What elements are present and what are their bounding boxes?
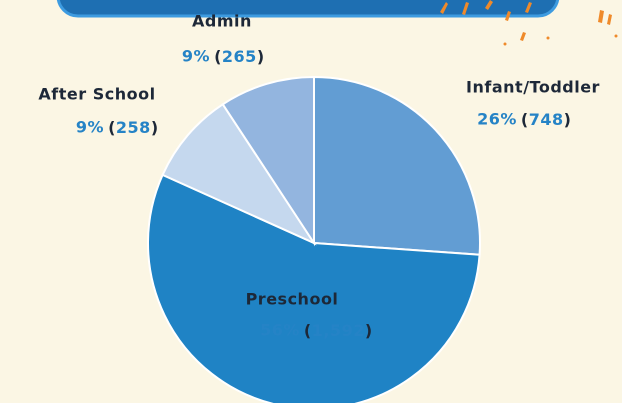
percent-label: 56% xyxy=(260,321,300,340)
value-label-char: 6 xyxy=(234,47,246,66)
value-label-char: 5 xyxy=(128,118,140,137)
value-label-char: 2 xyxy=(353,321,365,340)
page: {"chart_data": {"type": "pie", "categori… xyxy=(0,0,622,403)
value-label-char: ) xyxy=(365,321,373,340)
value-label: (258) xyxy=(108,118,159,137)
slice-label: After School xyxy=(38,85,155,104)
chart: Infant/Toddler26%(748)Preschool56%(1,592… xyxy=(0,0,622,403)
slice-label: Infant/Toddler xyxy=(466,78,600,97)
value-label-char: ) xyxy=(564,110,572,129)
value-label-char: ( xyxy=(108,118,116,137)
value-label-char: 9 xyxy=(342,321,354,340)
value-label: (748) xyxy=(521,110,572,129)
percent-label: 9% xyxy=(76,118,104,137)
value-label-char: 2 xyxy=(222,47,234,66)
value-label-char: 7 xyxy=(529,110,541,129)
value-label-char: ( xyxy=(214,47,222,66)
value-label-char: 8 xyxy=(552,110,564,129)
value-label-char: ) xyxy=(151,118,159,137)
slice-label: Admin xyxy=(192,12,252,31)
slice-label: Preschool xyxy=(246,290,339,309)
percent-label: 9% xyxy=(182,47,210,66)
value-label-char: 2 xyxy=(116,118,128,137)
value-label-char: ( xyxy=(304,321,312,340)
value-label-char: 8 xyxy=(139,118,151,137)
value-label-char: ( xyxy=(521,110,529,129)
value-label: (1,592) xyxy=(304,321,373,340)
value-label-char: 5 xyxy=(245,47,257,66)
percent-label: 26% xyxy=(477,110,517,129)
header-banner xyxy=(58,0,558,16)
value-label-char: 1 xyxy=(312,321,324,340)
value-label: (265) xyxy=(214,47,265,66)
value-label-char: 5 xyxy=(330,321,342,340)
value-label-char: 4 xyxy=(540,110,552,129)
value-label-char: ) xyxy=(257,47,265,66)
